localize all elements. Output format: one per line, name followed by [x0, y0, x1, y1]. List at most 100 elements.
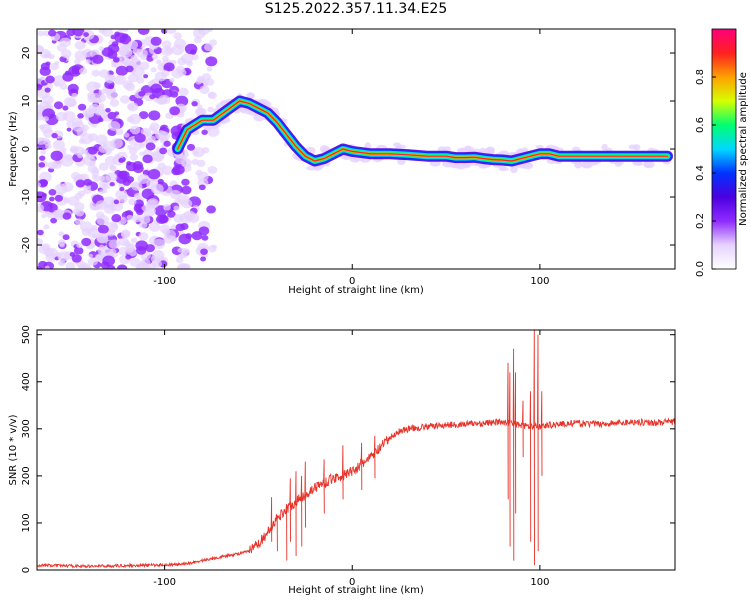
noise-blob: [102, 140, 116, 152]
noise-blob: [119, 186, 125, 192]
noise-blob: [58, 231, 65, 237]
colorbar-tick-label: 0.2: [695, 213, 706, 229]
noise-blob: [169, 189, 182, 200]
noise-blob: [129, 125, 141, 135]
noise-blob: [52, 139, 65, 150]
noise-blob: [138, 221, 148, 229]
noise-blob: [66, 127, 72, 132]
noise-blob: [178, 233, 192, 245]
noise-blob: [87, 164, 98, 173]
noise-blob: [79, 67, 88, 75]
ridge-halo: [535, 144, 544, 149]
noise-blob: [167, 210, 176, 218]
noise-blob: [119, 55, 130, 65]
snr-x-label: Height of straight line (km): [288, 585, 424, 596]
noise-blob: [48, 53, 55, 60]
noise-blob: [165, 29, 177, 34]
noise-blob: [75, 179, 86, 188]
noise-blob: [152, 151, 165, 162]
noise-blob: [108, 121, 121, 131]
noise-blob: [72, 208, 81, 215]
noise-blob: [44, 265, 50, 269]
noise-blob: [150, 204, 156, 209]
noise-blob: [62, 212, 72, 220]
noise-blob: [181, 178, 190, 186]
noise-blob: [60, 155, 74, 167]
noise-blob: [45, 143, 52, 150]
noise-blob: [118, 246, 129, 256]
noise-blob: [165, 47, 173, 54]
noise-blob: [129, 153, 138, 161]
noise-blob: [95, 134, 108, 145]
noise-blob: [71, 254, 82, 263]
noise-blob: [211, 244, 218, 249]
noise-blob: [127, 73, 139, 83]
noise-blob: [149, 135, 156, 142]
noise-blob: [118, 157, 125, 163]
noise-blob: [43, 224, 50, 230]
noise-blob: [88, 253, 94, 258]
ridge-halo: [196, 107, 207, 116]
noise-blob: [114, 75, 126, 85]
y-tick-label: 0: [21, 567, 32, 573]
ridge-halo: [581, 160, 593, 169]
noise-blob: [160, 70, 170, 78]
noise-blob: [142, 154, 153, 164]
noise-blob: [130, 237, 138, 244]
snr-frame: [36, 329, 676, 571]
noise-blob: [128, 147, 138, 155]
noise-blob: [150, 255, 159, 262]
noise-blob: [37, 182, 41, 188]
ridge-halo: [244, 109, 252, 115]
noise-blob: [85, 59, 92, 64]
noise-blob: [96, 214, 109, 226]
noise-blob: [150, 36, 162, 46]
noise-blob: [169, 235, 176, 242]
noise-blob: [107, 50, 118, 59]
noise-blob: [126, 161, 132, 166]
y-tick-label: 300: [21, 419, 32, 438]
noise-blob: [198, 184, 206, 191]
spectrogram-y-label: Frequency (Hz): [8, 111, 19, 187]
ridge-halo: [456, 148, 467, 153]
noise-blob: [152, 238, 166, 249]
noise-blob: [170, 90, 179, 98]
noise-blob: [49, 196, 55, 202]
noise-blob: [125, 254, 132, 260]
noise-blob: [119, 95, 131, 104]
noise-blob: [192, 147, 205, 158]
noise-blob: [67, 196, 80, 206]
noise-blob: [201, 147, 210, 154]
x-tick-label: 0: [349, 577, 355, 588]
noise-blob: [175, 95, 189, 107]
noise-blob: [72, 29, 85, 37]
noise-blob: [186, 143, 196, 151]
ridge-halo: [397, 158, 406, 166]
noise-blob: [39, 179, 49, 187]
x-tick-label: 100: [530, 276, 549, 287]
ridge-halo: [263, 101, 272, 107]
noise-blob: [117, 29, 125, 33]
noise-blob: [106, 90, 118, 100]
noise-blob: [83, 178, 92, 186]
noise-blob: [97, 224, 109, 234]
noise-blob: [150, 83, 163, 94]
noise-blob: [141, 188, 155, 200]
noise-blob: [206, 29, 214, 33]
noise-blob: [108, 164, 116, 170]
noise-blob: [74, 40, 86, 50]
noise-blob: [117, 194, 128, 203]
y-tick-label: 20: [21, 47, 32, 60]
noise-blob: [56, 43, 67, 52]
noise-blob: [107, 111, 117, 120]
noise-blob: [146, 179, 158, 189]
noise-blob: [149, 222, 161, 232]
noise-blob: [77, 113, 84, 119]
snr-series: [37, 330, 675, 569]
noise-blob: [183, 210, 196, 221]
noise-blob: [138, 90, 146, 97]
noise-blob: [48, 189, 57, 196]
noise-blob: [63, 96, 76, 107]
